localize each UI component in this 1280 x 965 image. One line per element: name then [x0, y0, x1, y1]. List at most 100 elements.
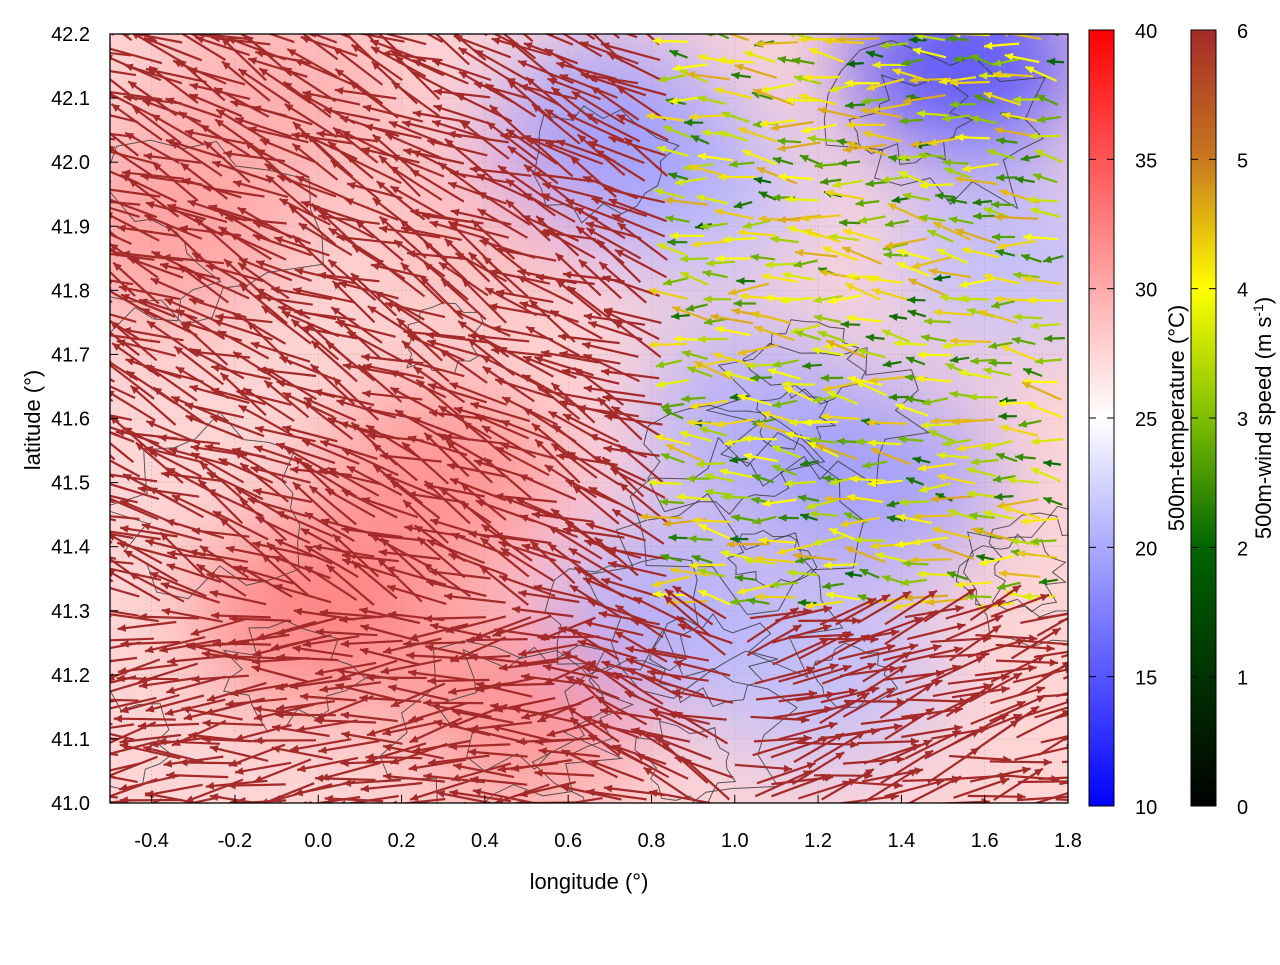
wind-vector-head — [51, 647, 60, 655]
wind-vector-head — [108, 7, 117, 15]
wind-vector-head — [99, 195, 108, 202]
wind-vector-head — [571, 1, 580, 9]
wind-vector-head — [261, 9, 270, 16]
wind-vector-head — [236, 21, 245, 28]
wind-vector — [145, 8, 199, 38]
wind-vector-head — [516, 20, 525, 27]
wind-vector — [117, 678, 179, 679]
wind-vector-head — [77, 303, 86, 311]
y-tick-label: 42.1 — [51, 88, 90, 110]
wind-vector-head — [79, 196, 87, 204]
wind-vector-head — [99, 705, 108, 713]
wind-vector-head — [496, 813, 505, 821]
wind-vector — [56, 309, 112, 336]
wind-vector — [493, 684, 555, 686]
wind-vector-head — [80, 198, 89, 206]
wind-vector-head — [411, 6, 420, 14]
wind-vector-head — [1073, 609, 1082, 617]
wind-vector — [85, 6, 132, 40]
wind-vector — [433, 6, 487, 35]
y-tick-label: 41.5 — [51, 473, 90, 495]
y-tick-label: 41.6 — [51, 409, 90, 431]
wind-vector-head — [1074, 641, 1082, 649]
colorbar-tick-label: 3 — [1237, 409, 1248, 431]
wind-vector-head — [56, 309, 65, 316]
wind-vector-head — [98, 147, 107, 155]
wind-vector-head — [490, 23, 499, 31]
wind-vector — [537, 637, 599, 638]
wind-vector-head — [56, 761, 65, 769]
wind-vector — [258, 802, 312, 818]
wind-vector-head — [97, 610, 106, 618]
wind-vector — [496, 805, 556, 819]
wind-vector-head — [329, 17, 338, 26]
wind-vector-head — [69, 46, 78, 54]
wind-vector-head — [54, 205, 63, 213]
wind-vector — [228, 784, 286, 785]
wind-vector-head — [52, 61, 61, 69]
wind-vector-head — [289, 23, 298, 31]
wind-vector-head — [708, 25, 717, 33]
colorbar-tick-label: 0 — [1237, 797, 1248, 819]
wind-vector-head — [99, 185, 108, 193]
wind-vector-head — [49, 588, 58, 596]
x-axis-label: longitude (°) — [530, 869, 649, 894]
wind-vector — [52, 63, 110, 80]
wind-vector-head — [392, 15, 401, 22]
x-tick-label: 1.8 — [1054, 830, 1082, 852]
x-tick-label: 0.8 — [638, 830, 666, 852]
colorbar-tick-label: 10 — [1135, 797, 1157, 819]
wind-vector-head — [100, 89, 109, 96]
colorbar-tick-label: 6 — [1237, 21, 1248, 43]
wind-vector-head — [73, 272, 82, 280]
wind-vector-head — [80, 240, 89, 247]
wind-vector-head — [81, 769, 90, 777]
colorbar-tick-label: 15 — [1135, 668, 1157, 690]
wind-vector-head — [102, 688, 111, 696]
wind-vector-head — [161, 804, 170, 812]
y-tick-label: 41.4 — [51, 537, 90, 559]
wind-vector-head — [164, 26, 173, 34]
y-tick-label: 41.3 — [51, 601, 90, 623]
wind-vector — [179, 762, 241, 763]
wind-vector — [54, 132, 115, 139]
wind-vector-head — [56, 711, 65, 719]
wind-vector-head — [73, 127, 82, 135]
wind-vector-head — [100, 480, 109, 488]
wind-vector-head — [1081, 606, 1090, 613]
colorbar-tick-label: 20 — [1135, 538, 1157, 560]
wind-vector-head — [92, 255, 101, 264]
wind-vector-head — [59, 370, 68, 378]
wind-vector-head — [75, 63, 84, 71]
wind-vector-head — [90, 317, 99, 325]
colorbar-tick-label: 30 — [1135, 280, 1157, 302]
wind-vector-head — [85, 6, 94, 14]
wind-vector-head — [90, 350, 99, 358]
y-tick-label: 41.1 — [51, 729, 90, 751]
wind-vector-head — [94, 637, 102, 645]
x-tick-label: 0.4 — [471, 830, 499, 852]
y-tick-label: 42.2 — [51, 24, 90, 46]
wind-vector — [371, 803, 426, 828]
colorbar-tick-label: 25 — [1135, 409, 1157, 431]
wind-vector-head — [95, 752, 104, 760]
wind-vector — [213, 644, 271, 645]
wind-vector-head — [54, 141, 63, 148]
wind-vector-head — [77, 695, 85, 703]
wind-vector-head — [100, 565, 109, 573]
wind-vector-head — [258, 813, 267, 821]
wind-vector-head — [543, 5, 552, 13]
wind-vector — [427, 680, 489, 681]
wind-vector-head — [99, 794, 108, 801]
wind-vector-head — [433, 6, 442, 13]
temperature-colorbar-label: 500m-temperature (°C) — [1164, 305, 1189, 531]
wind-vector-head — [95, 249, 104, 257]
wind-vector-head — [488, 4, 497, 12]
y-tick-label: 41.7 — [51, 344, 90, 366]
wind-vector — [261, 9, 316, 37]
wind-vector-head — [227, 23, 236, 31]
wind-vector — [59, 370, 112, 402]
y-tick-label: 41.9 — [51, 216, 90, 238]
wind-vector-head — [99, 741, 108, 748]
